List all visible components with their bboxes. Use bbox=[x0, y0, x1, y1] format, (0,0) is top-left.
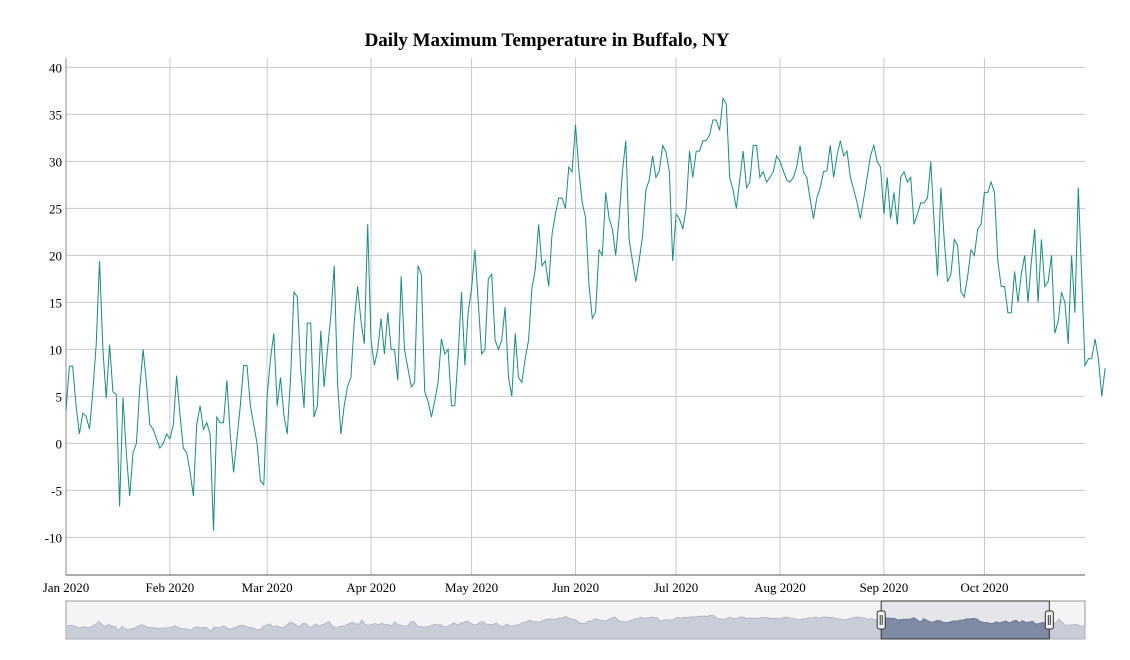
x-tick-label: Apr 2020 bbox=[346, 580, 395, 595]
navigator-selection[interactable] bbox=[880, 600, 1050, 640]
x-tick-label: Oct 2020 bbox=[960, 580, 1008, 595]
y-tick-label: 20 bbox=[49, 248, 62, 263]
y-tick-label: 0 bbox=[56, 436, 63, 451]
y-tick-label: -5 bbox=[51, 483, 62, 498]
y-tick-label: -10 bbox=[45, 530, 62, 545]
range-navigator[interactable] bbox=[65, 600, 1086, 640]
x-tick-label: Jun 2020 bbox=[552, 580, 599, 595]
y-tick-label: 25 bbox=[49, 201, 62, 216]
series-layer bbox=[65, 96, 1106, 531]
x-tick-label: Jan 2020 bbox=[43, 580, 90, 595]
y-tick-label: 15 bbox=[49, 295, 62, 310]
y-tick-label: 5 bbox=[56, 389, 63, 404]
y-tick-label: 40 bbox=[49, 60, 62, 75]
y-tick-label: 10 bbox=[49, 342, 62, 357]
chart-title: Daily Maximum Temperature in Buffalo, NY bbox=[364, 30, 730, 51]
x-tick-label: Aug 2020 bbox=[754, 580, 806, 595]
axis-layer: -10 -5 0 5 10 15 20 25 30 35 40 Jan 2020 Feb 2020 Mar… bbox=[43, 58, 1085, 595]
navigator-left-handle[interactable] bbox=[876, 610, 886, 630]
x-tick-label: Jul 2020 bbox=[654, 580, 698, 595]
y-tick-label: 35 bbox=[49, 107, 62, 122]
x-tick-label: Feb 2020 bbox=[146, 580, 195, 595]
x-tick-label: May 2020 bbox=[445, 580, 498, 595]
x-tick-label: Mar 2020 bbox=[242, 580, 293, 595]
x-tick-label: Sep 2020 bbox=[860, 580, 909, 595]
navigator-selected-area bbox=[881, 617, 1050, 639]
y-tick-label: 30 bbox=[49, 154, 62, 169]
series-line-0 bbox=[65, 96, 1106, 531]
navigator-right-handle[interactable] bbox=[1044, 610, 1054, 630]
grid-layer bbox=[65, 58, 1085, 575]
